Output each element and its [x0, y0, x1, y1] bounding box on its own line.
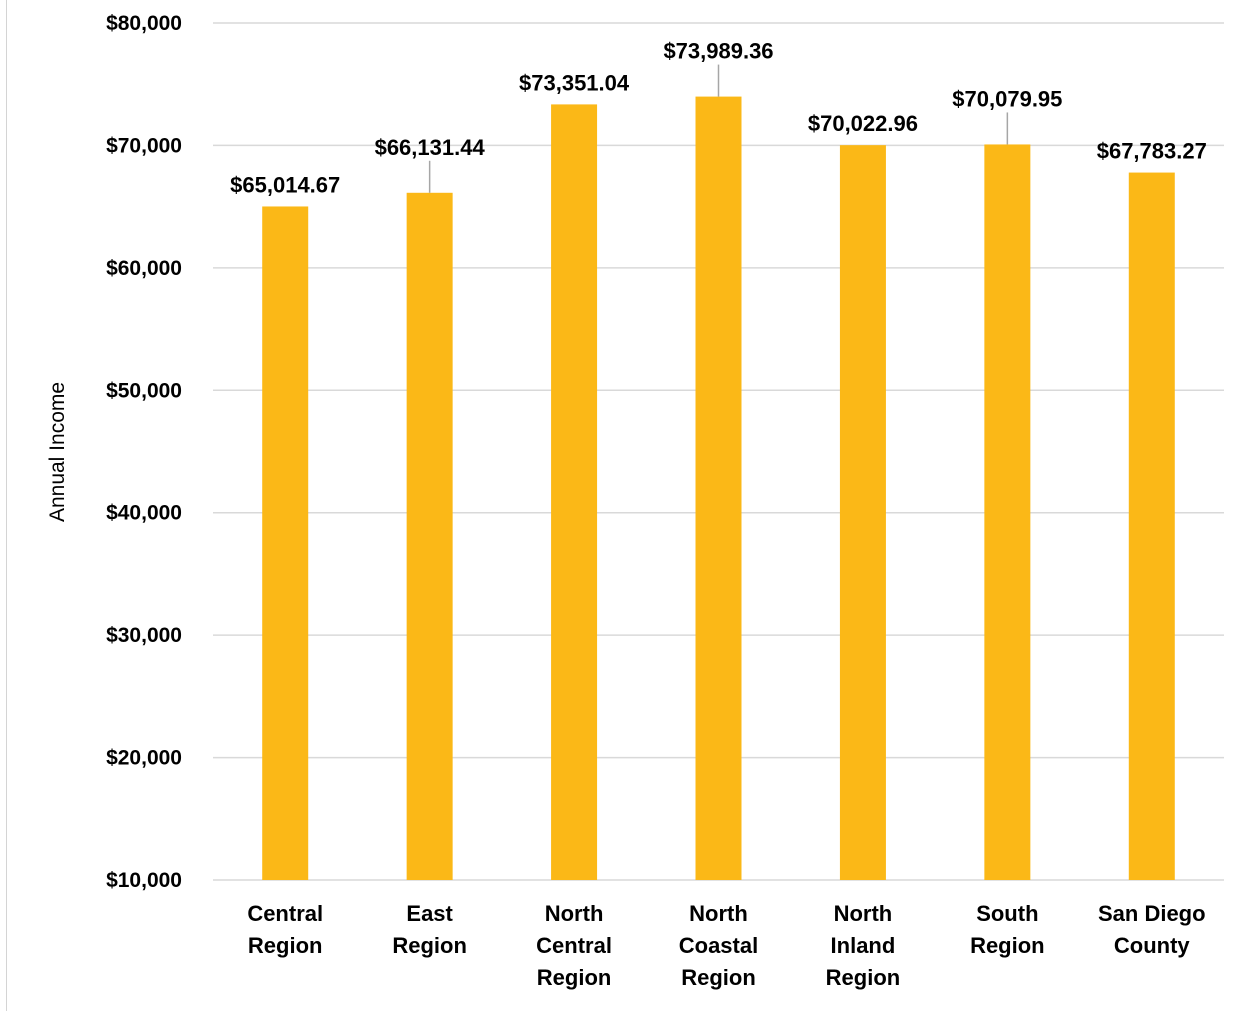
x-category-line: County [1114, 933, 1191, 958]
x-category-line: North [689, 901, 748, 926]
x-category-line: South [976, 901, 1038, 926]
data-label: $66,131.44 [375, 135, 486, 160]
x-category-line: Coastal [679, 933, 758, 958]
y-tick-label: $30,000 [106, 624, 182, 647]
bar [262, 206, 309, 880]
data-label: $70,022.96 [808, 111, 918, 136]
bar [984, 144, 1031, 880]
x-category-label: North Coastal Region [679, 901, 758, 990]
x-category-line: North [834, 901, 893, 926]
x-category-line: East [406, 901, 453, 926]
x-category-line: Central [536, 933, 612, 958]
bar [839, 145, 886, 881]
x-category-line: Region [392, 933, 467, 958]
x-category-label: North Inland Region [826, 901, 901, 990]
x-category-line: Inland [831, 933, 896, 958]
left-border [6, 0, 7, 1011]
x-category-label: East Region [392, 901, 467, 958]
y-axis-ticks: $10,000 $20,000 $30,000 $40,000 $50,000 $60,0… [106, 12, 182, 892]
x-category-label: San Diego County [1098, 901, 1206, 958]
bar [695, 96, 742, 881]
y-tick-label: $10,000 [106, 869, 182, 892]
y-axis-title: Annual Income [46, 382, 69, 522]
x-category-line: Region [537, 965, 612, 990]
data-label: $67,783.27 [1097, 139, 1207, 164]
bars [262, 96, 1175, 881]
x-category-label: Central Region [247, 901, 323, 958]
data-labels: $65,014.67 $66,131.44 $73,351.04 $73,989.36… [230, 39, 1207, 198]
bar [1128, 172, 1175, 880]
bar [551, 104, 598, 880]
data-label: $73,351.04 [519, 70, 630, 95]
x-category-label: South Region [970, 901, 1045, 958]
x-category-line: Region [248, 933, 323, 958]
leader-lines [428, 64, 1009, 193]
data-label: $70,079.95 [952, 86, 1062, 111]
data-label: $73,989.36 [663, 39, 773, 64]
y-tick-label: $60,000 [106, 257, 182, 280]
y-tick-label: $70,000 [106, 134, 182, 157]
x-category-line: San Diego [1098, 901, 1206, 926]
x-category-label: North Central Region [536, 901, 612, 990]
x-axis-categories: Central Region East Region North Central Regio… [247, 901, 1205, 990]
y-tick-label: $50,000 [106, 379, 182, 402]
x-category-line: Region [970, 933, 1045, 958]
y-tick-label: $40,000 [106, 502, 182, 525]
y-tick-label: $20,000 [106, 747, 182, 770]
x-category-line: Region [826, 965, 901, 990]
y-tick-label: $80,000 [106, 12, 182, 35]
gridlines [213, 22, 1224, 881]
data-label: $65,014.67 [230, 172, 340, 197]
x-category-line: Central [247, 901, 323, 926]
x-category-line: Region [681, 965, 756, 990]
x-category-line: North [545, 901, 604, 926]
bar [406, 192, 453, 881]
